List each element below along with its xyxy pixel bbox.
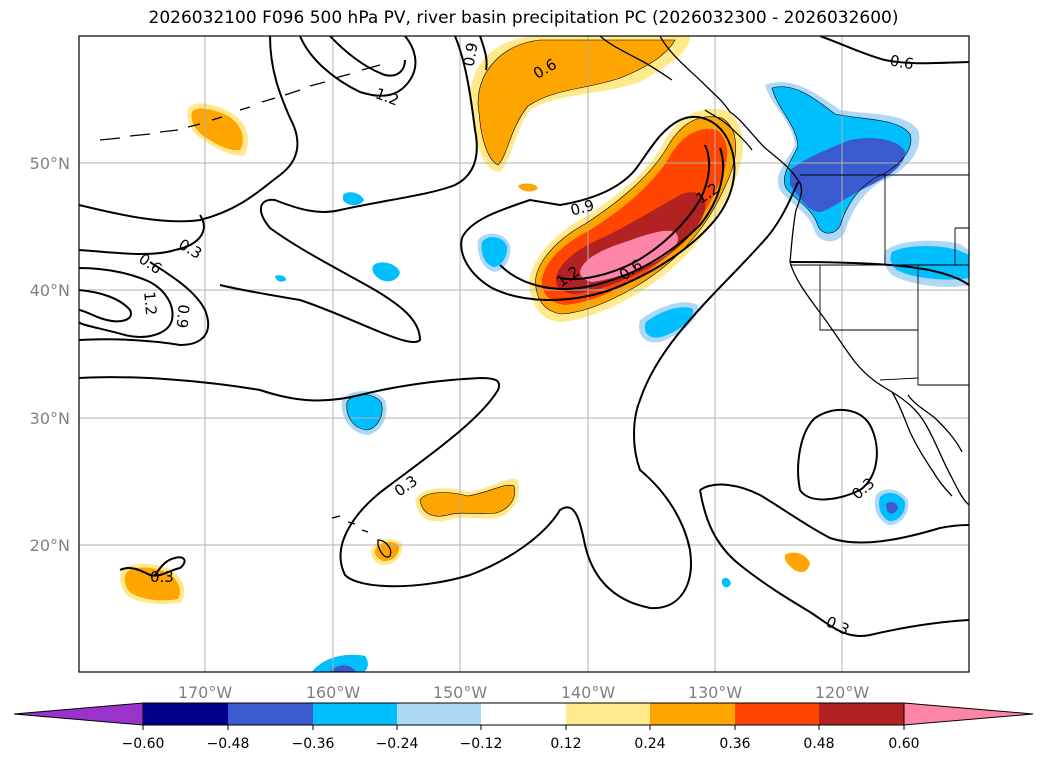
contour-label: 0.9 — [568, 196, 596, 220]
lat-label: 20°N — [30, 536, 70, 555]
colorbar-tick: 0.60 — [888, 736, 919, 752]
colorbar-tick: −0.48 — [207, 736, 250, 752]
gridlines — [79, 36, 969, 672]
pv-contours — [79, 36, 969, 637]
colorbar-segment — [566, 703, 650, 725]
contour-label: 0.9 — [173, 304, 193, 329]
map-frame — [78, 35, 970, 673]
colorbar-segment — [228, 703, 313, 725]
lon-label: 160°W — [306, 683, 361, 702]
contour-label: 0.9 — [460, 41, 482, 68]
negative-anomaly-shading — [275, 82, 969, 672]
lon-label: 120°W — [815, 683, 870, 702]
colorbar: −0.60 −0.48 −0.36 −0.24 −0.12 0.12 0.24 … — [13, 702, 1034, 752]
contour-label: 0.3 — [150, 568, 174, 586]
lon-label: 150°W — [433, 683, 488, 702]
colorbar-segment — [143, 703, 228, 725]
colorbar-segment — [313, 703, 397, 725]
colorbar-tick: 0.36 — [719, 736, 750, 752]
contour-label: 1.2 — [140, 291, 160, 316]
lat-label: 30°N — [30, 409, 70, 428]
contour-label: 0.3 — [848, 474, 878, 503]
colorbar-segment — [650, 703, 735, 725]
colorbar-outline — [142, 702, 905, 726]
contour-label: 0.3 — [175, 235, 205, 263]
map-title: 2026032100 F096 500 hPa PV, river basin … — [148, 8, 899, 28]
lat-label: 50°N — [30, 154, 70, 173]
colorbar-segment — [397, 703, 481, 725]
contour-label: 1.2 — [373, 84, 402, 109]
positive-anomaly-shading — [120, 36, 810, 604]
colorbar-extend-low — [13, 702, 144, 726]
colorbar-tick: −0.12 — [460, 736, 503, 752]
colorbar-segment — [735, 703, 819, 725]
shading-outlines — [346, 39, 912, 517]
colorbar-extend-high — [903, 702, 1034, 726]
lon-label: 170°W — [178, 683, 233, 702]
colorbar-tick: −0.24 — [376, 736, 419, 752]
colorbar-tick: 0.24 — [634, 736, 665, 752]
contour-label: 0.3 — [391, 472, 421, 500]
longitude-labels: 170°W 160°W 150°W 140°W 130°W 120°W — [178, 683, 870, 702]
lon-label: 140°W — [561, 683, 616, 702]
lon-label: 130°W — [688, 683, 743, 702]
colorbar-tick: 0.12 — [550, 736, 581, 752]
map-content: 0.6 0.9 1.2 0.6 0.3 0.6 1.2 0.9 0.9 1.2 … — [79, 36, 969, 672]
coastlines — [99, 36, 969, 558]
lat-label: 40°N — [30, 281, 70, 300]
colorbar-tick: −0.60 — [122, 736, 165, 752]
colorbar-segment — [819, 703, 904, 725]
contour-label: 0.6 — [888, 52, 915, 74]
colorbar-tick: −0.36 — [292, 736, 335, 752]
colorbar-segment — [481, 703, 566, 725]
colorbar-tick: 0.48 — [803, 736, 834, 752]
latitude-labels: 50°N 40°N 30°N 20°N — [30, 154, 70, 555]
